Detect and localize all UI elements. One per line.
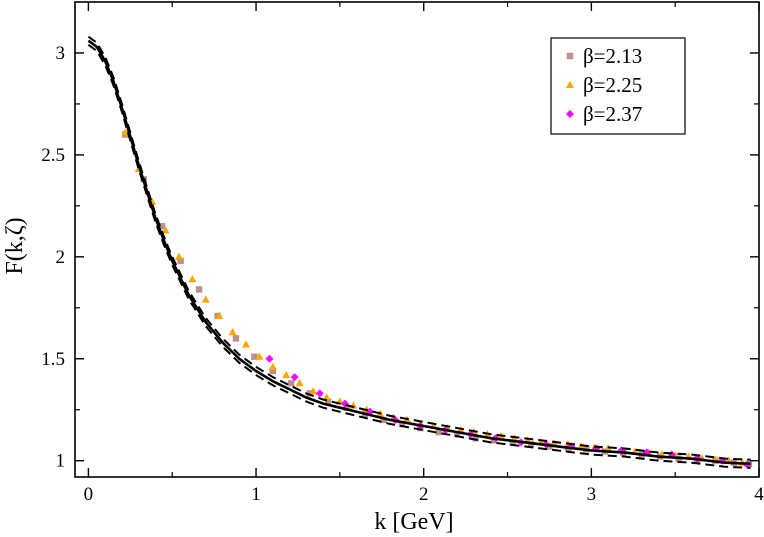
x-tick-label: 4: [754, 484, 764, 505]
y-tick-label: 1.5: [41, 349, 65, 370]
data-point: [265, 354, 274, 363]
legend-marker: [566, 52, 574, 60]
fit-curve-line: [87, 39, 751, 466]
x-tick-label: 1: [251, 484, 261, 505]
data-point: [435, 428, 442, 436]
data-point: [309, 387, 318, 395]
data-point: [343, 404, 350, 411]
x-axis-label: k [GeV]: [374, 509, 453, 535]
axis-ticks: 0 1 2 3 411.522.53: [41, 2, 764, 505]
data-point: [472, 435, 479, 442]
data-point: [288, 380, 295, 387]
plot-frame: [74, 1, 760, 478]
data-point: [215, 311, 224, 319]
x-tick-label: 0: [84, 484, 94, 505]
data-point: [398, 420, 406, 428]
legend-label: β=2.37: [583, 102, 642, 126]
fit-upper-band: [87, 35, 751, 461]
data-point: [282, 370, 291, 379]
data-point: [161, 226, 170, 234]
legend-marker: [566, 110, 574, 118]
data-point: [242, 340, 250, 348]
data-point: [315, 389, 324, 398]
data-point: [509, 439, 516, 446]
x-tick-label: 3: [587, 484, 597, 505]
fit-curves: [87, 35, 751, 469]
data-point: [177, 257, 184, 265]
data-point: [195, 286, 203, 293]
data-point: [322, 393, 331, 401]
fit-lower-band: [87, 44, 751, 469]
legend-label: β=2.25: [583, 73, 642, 97]
data-point: [269, 367, 277, 375]
data-point: [295, 379, 304, 387]
data-point: [380, 416, 387, 424]
y-axis-label: F(k,ζ): [2, 217, 28, 274]
y-tick-label: 2: [56, 247, 66, 268]
legend: β=2.13 β=2.25 β=2.37: [550, 37, 686, 135]
y-tick-label: 3: [56, 43, 66, 64]
data-point: [324, 398, 332, 405]
data-point: [232, 335, 240, 342]
y-tick-label: 2.5: [41, 145, 65, 166]
x-tick-label: 2: [419, 484, 429, 505]
data-point: [290, 373, 299, 382]
data-point: [228, 328, 237, 336]
y-tick-label: 1: [56, 451, 66, 472]
data-point: [268, 362, 277, 370]
data-point: [174, 252, 183, 260]
data-point: [454, 430, 461, 438]
legend-marker: [566, 80, 574, 88]
data-point: [158, 223, 166, 230]
data-point: [255, 352, 264, 360]
data-point: [201, 295, 210, 303]
data-point: [188, 275, 197, 283]
data-point: [251, 353, 258, 360]
legend-label: β=2.13: [583, 44, 642, 68]
legend-box: [550, 37, 686, 135]
